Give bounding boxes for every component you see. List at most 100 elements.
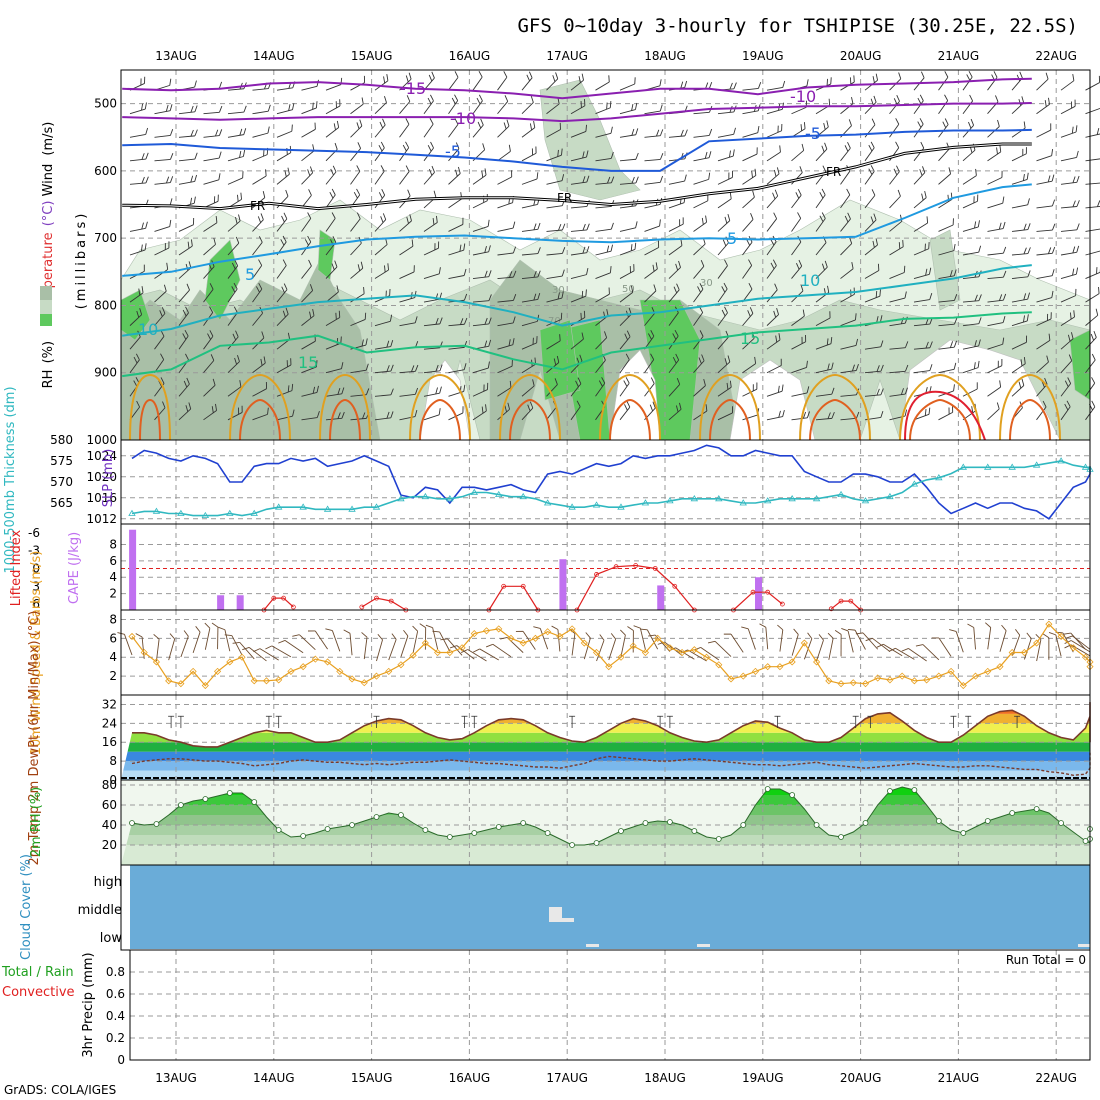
wind-barb-328 (325, 260, 338, 279)
wind-barb-118 (1060, 125, 1078, 138)
temp-tick-16: 16 (102, 735, 117, 749)
wind-barb-123 (203, 151, 222, 162)
ylabel-convective: Convective (2, 985, 75, 1000)
wind-barb-255 (497, 221, 516, 232)
wind-tick-6: 6 (109, 631, 117, 645)
wind-barb-347 (791, 259, 803, 279)
wind-speed-point-45 (678, 648, 686, 657)
wind-barb-194 (962, 168, 977, 185)
rh-tick-40: 40 (102, 818, 117, 832)
wind-barb-19 (595, 75, 610, 91)
precip-tick-0: 0 (117, 1053, 125, 1067)
thickness-marker-60 (861, 497, 870, 504)
wind-barb-556 (1011, 378, 1025, 397)
wind-barb-365 (252, 282, 263, 303)
wind-barb-81 (154, 129, 174, 138)
wind-barb-467 (791, 335, 807, 350)
wind-barb-300 (619, 242, 637, 256)
wind-barb-517 (1036, 355, 1049, 374)
wind-barb-77 (1036, 97, 1050, 115)
wind-barb-129 (350, 142, 362, 162)
wind-barb-484 (227, 355, 240, 374)
wind-speed-point-32 (519, 639, 527, 647)
wind-barb-13 (448, 71, 459, 91)
wind-barb-565 (252, 407, 269, 421)
wind-barb-137 (546, 148, 563, 162)
lifted-index-segment-0 (263, 597, 294, 611)
sfc-wind-barb-65 (901, 648, 927, 662)
wind-speed-point-68 (959, 681, 967, 690)
wind-barb-60 (619, 102, 638, 115)
pressure-tick-500: 500 (94, 97, 117, 111)
wind-barb-510 (864, 364, 884, 374)
thickness-marker-74 (1032, 461, 1041, 468)
wind-speed-point-38 (592, 648, 601, 657)
wind-barb-369 (350, 287, 365, 303)
panel-cape-lifted-index: -6 -3 0 3 6 2 4 6 8 (28, 523, 1091, 613)
precip-tick-0.8: 0.8 (106, 965, 125, 979)
x-axis-top: 13AUG 14AUG 15AUG 16AUG 17AUG 18AUG 19AUG 20AUG… (155, 49, 1077, 63)
wind-barb-487 (301, 360, 318, 374)
lifted-index-point-2-1 (501, 583, 507, 589)
wind-barb-91 (399, 118, 410, 138)
wind-barb-162 (178, 174, 198, 185)
wind-barb-531 (399, 387, 419, 397)
sfc-wind-barb-5 (192, 626, 201, 654)
sfc-wind-barb-29 (461, 649, 487, 662)
wind-barb-206 (276, 189, 289, 209)
thickness-tick-575: 575 (50, 454, 73, 468)
sfc-wind-barb-13 (265, 645, 292, 658)
rh-point-8 (226, 790, 233, 796)
sfc-wind-barb-8 (218, 626, 231, 652)
wind-barb-578 (570, 400, 581, 421)
rh-point-24 (422, 827, 429, 833)
wind-barb-163 (203, 173, 221, 185)
wind-barb-582 (668, 402, 682, 421)
wind-barb-457 (546, 334, 561, 350)
series-10m-wind-speed (131, 623, 1091, 687)
wind-barb-92 (423, 118, 434, 138)
rh-point-46 (691, 828, 698, 834)
wind-barb-78 (1060, 99, 1076, 115)
wind-speed-point-12 (275, 676, 283, 684)
wind-barb-144 (717, 149, 735, 162)
wind-barb-479 (1085, 330, 1097, 350)
wind-barb-210 (374, 188, 386, 209)
wind-barb-175 (497, 170, 513, 185)
x-tick-bottom-18AUG: 18AUG (644, 1071, 686, 1085)
wind-barb-256 (521, 222, 541, 232)
thickness-marker-22 (397, 495, 405, 502)
isotherm--5 (122, 128, 1032, 172)
x-tick-top-19AUG: 19AUG (742, 49, 784, 63)
wind-barb-264 (717, 214, 731, 232)
wind-speed-point-31 (507, 634, 515, 642)
sfc-wind-barb-61 (855, 632, 879, 650)
panel-precip: 0 0.2 0.4 0.6 0.8 Run Total = 0 (106, 949, 1091, 1067)
wind-barb-470 (864, 340, 884, 350)
wind-barb-542 (668, 377, 681, 397)
wind-barb-580 (619, 400, 631, 421)
wind-barb-276 (1011, 223, 1031, 232)
wind-barb-260 (619, 221, 638, 232)
rh-point-20 (373, 814, 380, 820)
wind-barb-89 (350, 119, 363, 138)
wind-barb-79 (1085, 107, 1100, 115)
thickness-marker-38 (592, 501, 601, 508)
wind-barb-56 (521, 95, 534, 115)
wind-barb-547 (791, 386, 810, 397)
wind-barb-133 (448, 142, 460, 162)
wind-barb-225 (742, 190, 755, 209)
wind-barb-292 (423, 241, 440, 256)
wind-barb-545 (742, 382, 758, 397)
ylabel-cloud-cover: Cloud Cover (%) (19, 854, 34, 960)
wind-barb-480 (129, 353, 140, 373)
wind-barb-58 (570, 99, 586, 115)
temp-band-5 (121, 723, 1090, 733)
thickness-marker-58 (837, 490, 845, 497)
wind-barb-346 (766, 259, 777, 279)
wind-barb-302 (668, 238, 683, 256)
wind-barb-53 (448, 94, 459, 114)
wind-speed-point-20 (372, 672, 381, 680)
cape-bar-3 (559, 559, 567, 610)
lifted-index-segment-1 (361, 597, 407, 611)
